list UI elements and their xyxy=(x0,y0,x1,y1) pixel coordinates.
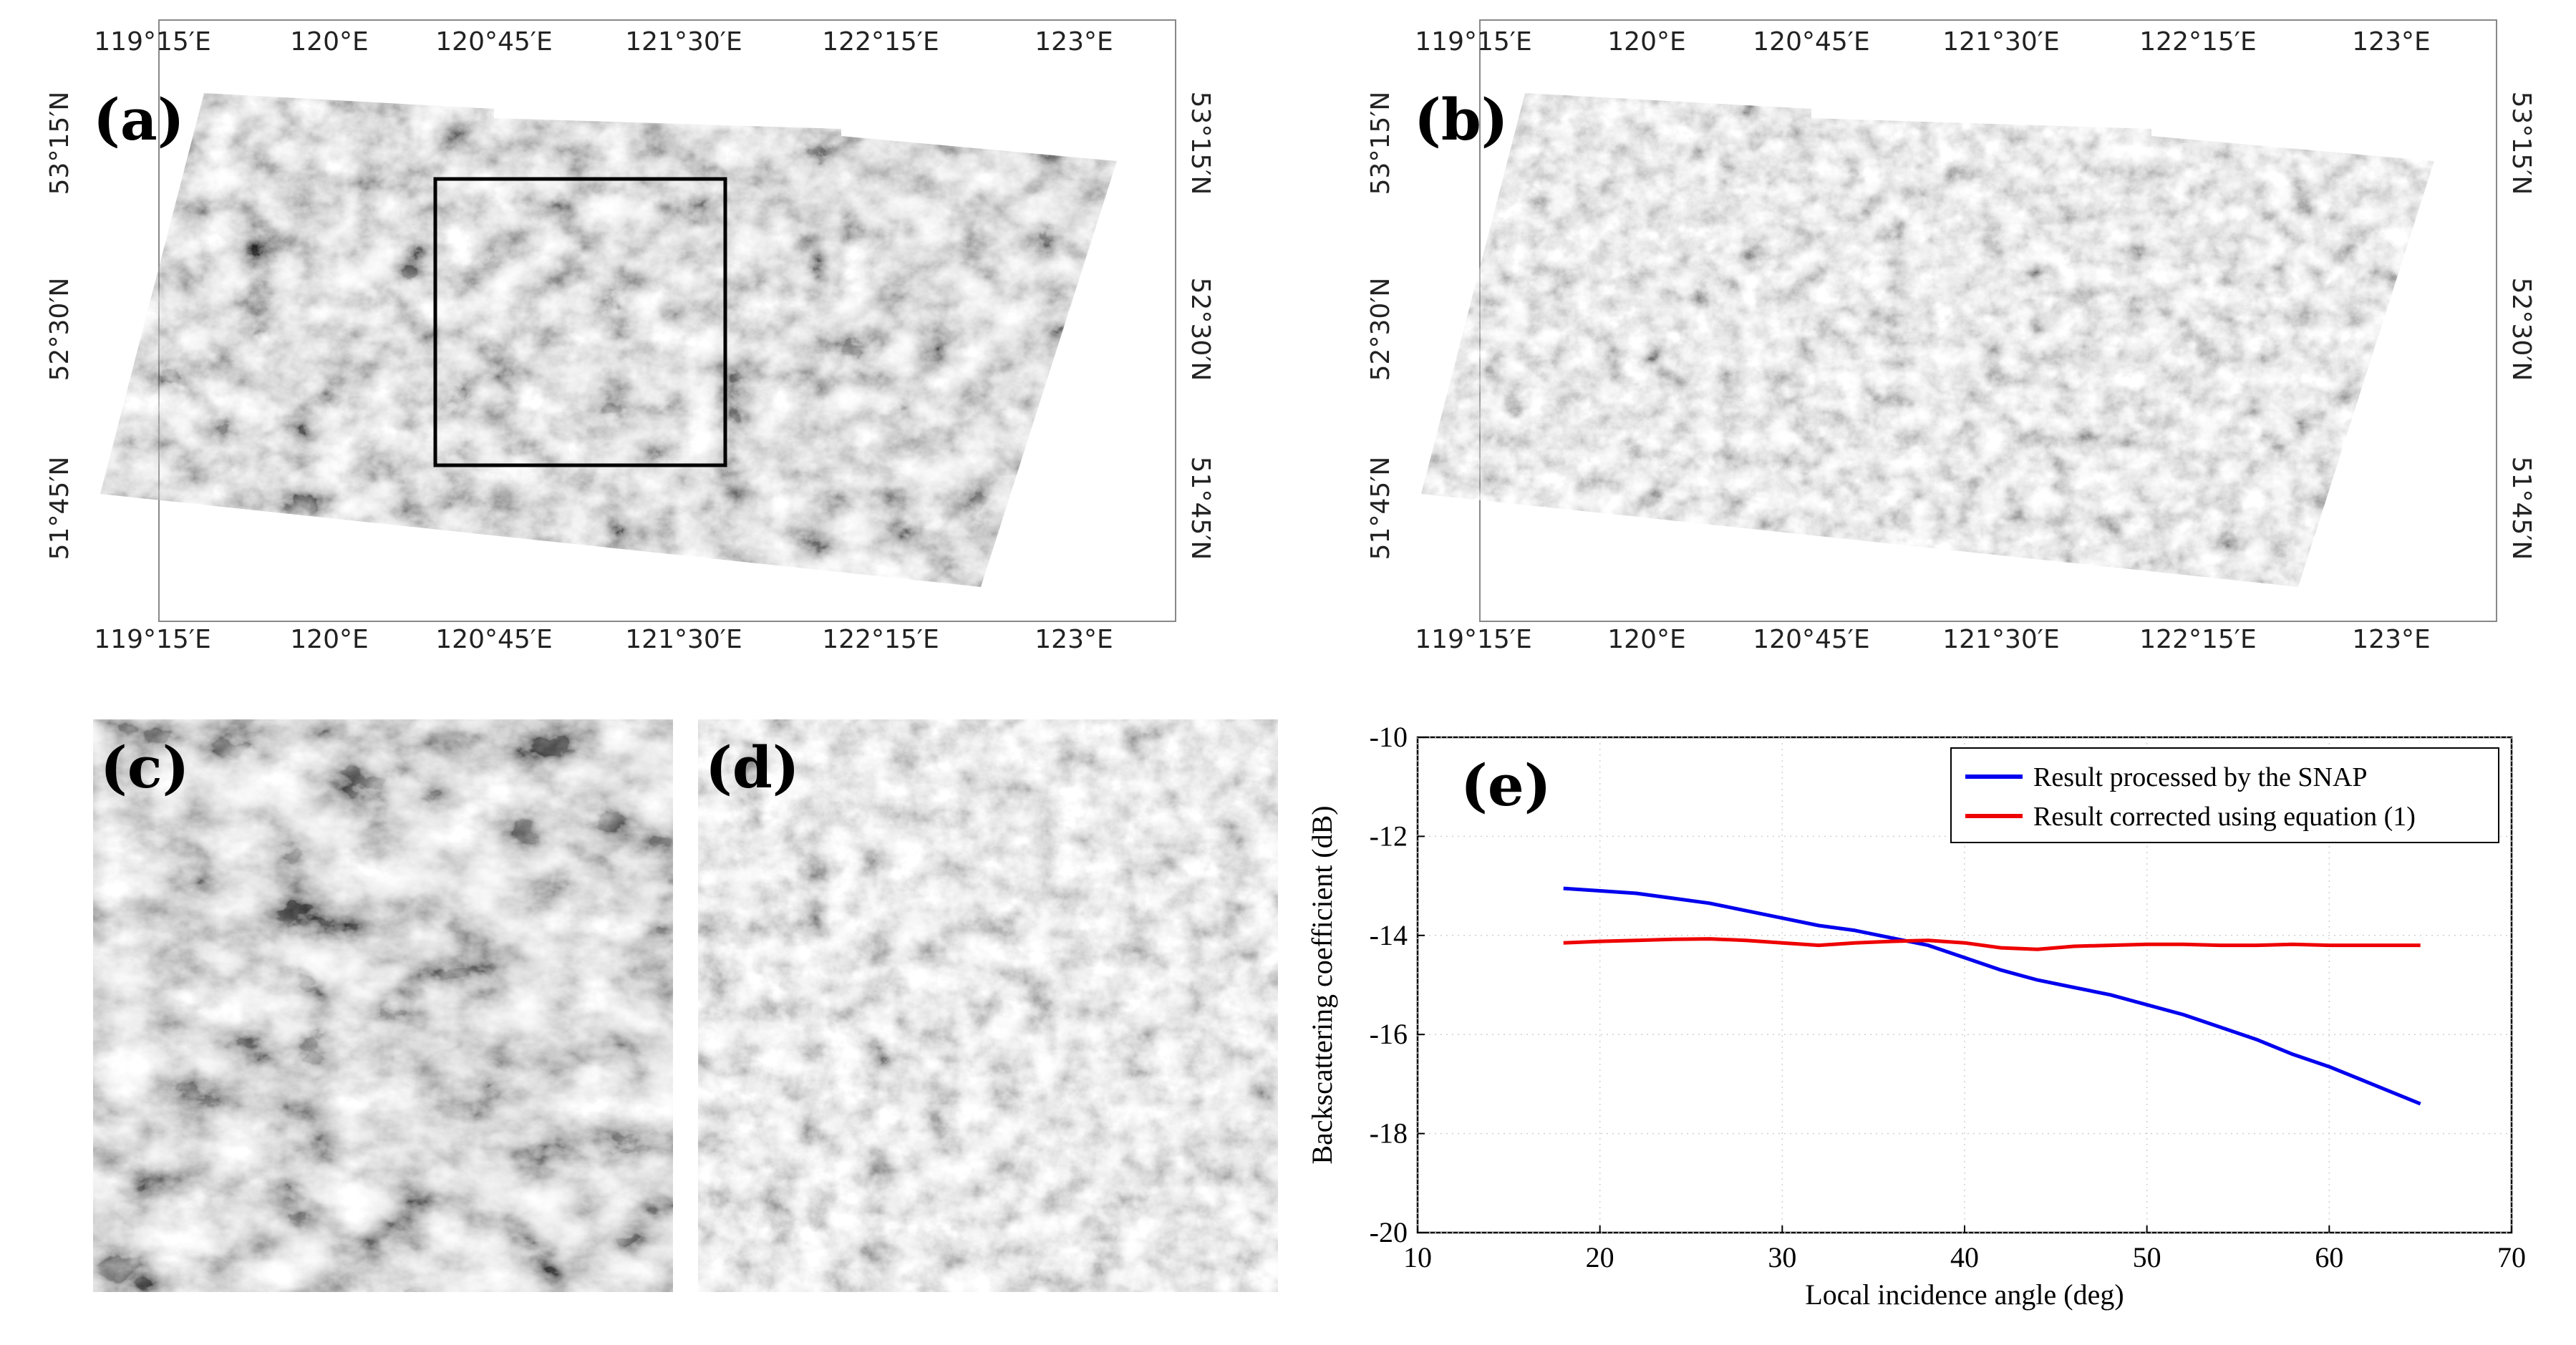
legend: Result processed by the SNAP Result corr… xyxy=(1950,747,2499,843)
lat-tick: 53°15′N xyxy=(45,92,74,195)
sar-image-b xyxy=(1421,93,2434,587)
map-panel-b: (b) 119°15′E 120°E 120°45′E 121°30′E 122… xyxy=(1366,19,2536,654)
y-tick-label: -18 xyxy=(1370,1117,1408,1150)
legend-label-snap: Result processed by the SNAP xyxy=(2033,762,2368,792)
lat-ticks-left-b: 53°15′N 52°30′N 51°45′N xyxy=(1366,92,1395,560)
lon-tick: 120°45′E xyxy=(1753,625,1869,654)
lon-tick: 123°E xyxy=(1035,625,1113,654)
lon-tick: 123°E xyxy=(1035,27,1113,57)
x-axis-ticks: 10 20 30 40 50 60 70 xyxy=(1403,1225,2526,1273)
lon-tick: 122°15′E xyxy=(822,27,939,57)
lon-tick: 123°E xyxy=(2352,625,2430,654)
lon-tick: 119°15′E xyxy=(94,27,210,57)
x-tick-label: 60 xyxy=(2315,1241,2343,1273)
lon-tick: 121°30′E xyxy=(625,27,742,57)
lon-tick: 120°E xyxy=(290,27,368,57)
y-tick-label: -20 xyxy=(1370,1216,1408,1248)
lon-tick: 120°45′E xyxy=(1753,27,1869,57)
lon-ticks-top-b: 119°15′E 120°E 120°45′E 121°30′E 122°15′… xyxy=(1415,27,2430,57)
lon-tick: 119°15′E xyxy=(1415,27,1531,57)
lat-tick: 52°30′N xyxy=(45,278,74,382)
y-tick-label: -16 xyxy=(1370,1018,1408,1050)
lat-tick: 52°30′N xyxy=(2507,278,2536,382)
legend-label-corrected: Result corrected using equation (1) xyxy=(2033,802,2416,832)
lon-tick: 122°15′E xyxy=(2139,27,2256,57)
lon-ticks-top-a: 119°15′E 120°E 120°45′E 121°30′E 122°15′… xyxy=(94,27,1113,57)
lat-tick: 52°30′N xyxy=(1186,278,1215,382)
series-line-1 xyxy=(1563,937,2421,951)
panel-label-e: (e) xyxy=(1461,752,1551,819)
x-tick-label: 40 xyxy=(1950,1241,1979,1273)
line-chart-e: 10 20 30 40 50 60 70 -10 -12 -14 -16 -18 -20 Local … xyxy=(1306,721,2526,1311)
legend-box xyxy=(1950,747,2499,843)
y-tick-label: -14 xyxy=(1370,919,1408,951)
panel-label-b: (b) xyxy=(1414,86,1509,153)
lat-tick: 51°45′N xyxy=(1366,457,1395,560)
x-axis-label: Local incidence angle (deg) xyxy=(1805,1278,2124,1311)
y-axis-ticks: -10 -12 -14 -16 -18 -20 xyxy=(1370,721,1425,1248)
lon-tick: 120°45′E xyxy=(435,625,552,654)
lat-tick: 52°30′N xyxy=(1366,278,1395,382)
sar-image-a xyxy=(100,93,1117,587)
lon-tick: 119°15′E xyxy=(1415,625,1531,654)
x-tick-label: 20 xyxy=(1586,1241,1614,1273)
lon-tick: 123°E xyxy=(2352,27,2430,57)
y-tick-label: -12 xyxy=(1370,820,1408,852)
x-tick-label: 70 xyxy=(2497,1241,2526,1273)
panel-label-d: (d) xyxy=(705,734,800,801)
lon-tick: 120°45′E xyxy=(435,27,552,57)
x-tick-label: 10 xyxy=(1403,1241,1432,1273)
lon-tick: 120°E xyxy=(290,625,368,654)
series-lines xyxy=(1563,886,2421,1106)
lon-tick: 121°30′E xyxy=(1942,625,2059,654)
lat-tick: 53°15′N xyxy=(1186,92,1215,195)
lon-tick: 120°E xyxy=(1607,625,1685,654)
y-axis-label: Backscattering coefficient (dB) xyxy=(1306,805,1338,1164)
lat-ticks-right-b: 53°15′N 52°30′N 51°45′N xyxy=(2507,92,2536,560)
panel-label-a: (a) xyxy=(93,86,185,153)
lat-tick: 51°45′N xyxy=(2507,457,2536,560)
lat-tick: 53°15′N xyxy=(1366,92,1395,195)
map-panel-a: (a) 119°15′E 120°E 120°45′E 121°30′E 122… xyxy=(45,19,1215,654)
subset-panel-c: (c) xyxy=(93,719,673,1292)
subset-panel-d: (d) xyxy=(698,719,1278,1292)
lon-tick: 120°E xyxy=(1607,27,1685,57)
lon-ticks-bottom-b: 119°15′E 120°E 120°45′E 121°30′E 122°15′… xyxy=(1415,625,2430,654)
lon-tick: 122°15′E xyxy=(2139,625,2256,654)
lat-tick: 51°45′N xyxy=(45,457,74,560)
lat-ticks-left-a: 53°15′N 52°30′N 51°45′N xyxy=(45,92,74,560)
lon-tick: 122°15′E xyxy=(822,625,939,654)
sar-image-c xyxy=(93,719,673,1292)
lat-tick: 53°15′N xyxy=(2507,92,2536,195)
x-tick-label: 50 xyxy=(2133,1241,2161,1273)
panel-label-c: (c) xyxy=(100,734,189,801)
y-tick-label: -10 xyxy=(1370,721,1408,753)
subset-box xyxy=(433,177,727,467)
x-tick-label: 30 xyxy=(1768,1241,1796,1273)
sar-image-d xyxy=(698,719,1278,1292)
lon-ticks-bottom-a: 119°15′E 120°E 120°45′E 121°30′E 122°15′… xyxy=(94,625,1113,654)
lon-tick: 119°15′E xyxy=(94,625,210,654)
lon-tick: 121°30′E xyxy=(1942,27,2059,57)
lat-tick: 51°45′N xyxy=(1186,457,1215,560)
lat-ticks-right-a: 53°15′N 52°30′N 51°45′N xyxy=(1186,92,1215,560)
series-line-0 xyxy=(1563,886,2421,1106)
lon-tick: 121°30′E xyxy=(625,625,742,654)
